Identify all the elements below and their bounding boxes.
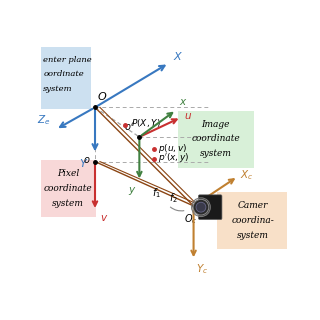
Text: system: system	[52, 198, 84, 208]
Text: $f_2$: $f_2$	[169, 191, 178, 205]
Text: system: system	[237, 231, 269, 240]
Circle shape	[196, 202, 206, 212]
Text: $O_c$: $O_c$	[184, 212, 198, 226]
Text: $X_c$: $X_c$	[240, 168, 254, 182]
Text: $x$: $x$	[179, 97, 187, 108]
Text: $p'(x,y)$: $p'(x,y)$	[158, 151, 189, 164]
Text: coordina-: coordina-	[231, 216, 274, 225]
Text: system: system	[43, 85, 73, 93]
FancyBboxPatch shape	[217, 192, 288, 249]
Text: system: system	[200, 149, 232, 158]
Text: Pixel: Pixel	[57, 169, 79, 178]
Text: oordinate: oordinate	[43, 70, 84, 78]
Text: $v$: $v$	[100, 213, 108, 223]
Text: $p(u,v)$: $p(u,v)$	[158, 141, 188, 155]
Circle shape	[193, 199, 209, 215]
Text: $o'$: $o'$	[124, 122, 134, 133]
FancyBboxPatch shape	[40, 160, 96, 217]
Text: $Y_c$: $Y_c$	[196, 263, 208, 276]
Text: Image: Image	[202, 120, 230, 129]
Text: $y$: $y$	[128, 185, 137, 197]
Text: coordinate: coordinate	[44, 184, 92, 193]
Text: $u$: $u$	[184, 111, 192, 121]
Text: $f_1$: $f_1$	[152, 186, 161, 200]
FancyBboxPatch shape	[40, 47, 91, 108]
Text: $O$: $O$	[98, 91, 108, 102]
Text: $X$: $X$	[172, 50, 183, 62]
Text: $P(X,Y)$: $P(X,Y)$	[131, 117, 161, 129]
Text: $Y$: $Y$	[79, 157, 89, 169]
FancyBboxPatch shape	[198, 195, 222, 220]
Text: $o$: $o$	[83, 156, 90, 165]
Text: $Z_e$: $Z_e$	[37, 113, 51, 127]
Text: Camer: Camer	[237, 201, 268, 210]
Text: enter plane: enter plane	[43, 56, 92, 64]
FancyBboxPatch shape	[178, 111, 254, 168]
Text: coordinate: coordinate	[191, 134, 240, 143]
